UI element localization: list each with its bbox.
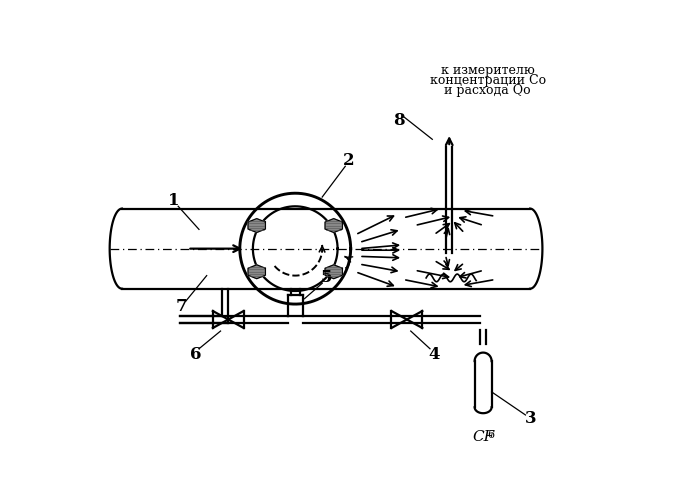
Text: 6: 6 <box>190 346 201 362</box>
Text: 4: 4 <box>428 346 440 362</box>
Text: 1: 1 <box>168 192 179 210</box>
Polygon shape <box>325 265 342 278</box>
Polygon shape <box>248 265 265 278</box>
Polygon shape <box>248 218 265 232</box>
Text: 7: 7 <box>175 298 187 315</box>
Text: 2: 2 <box>343 152 355 170</box>
Text: 3: 3 <box>525 410 536 428</box>
Text: CF: CF <box>472 430 495 444</box>
Text: 6: 6 <box>488 430 495 440</box>
Text: к измерителю: к измерителю <box>441 64 535 77</box>
Text: и расхода Qо: и расхода Qо <box>445 84 531 97</box>
Text: 5: 5 <box>321 270 332 286</box>
Polygon shape <box>325 218 342 232</box>
Text: 8: 8 <box>393 112 405 128</box>
Text: концентрации Cо: концентрации Cо <box>429 74 546 87</box>
